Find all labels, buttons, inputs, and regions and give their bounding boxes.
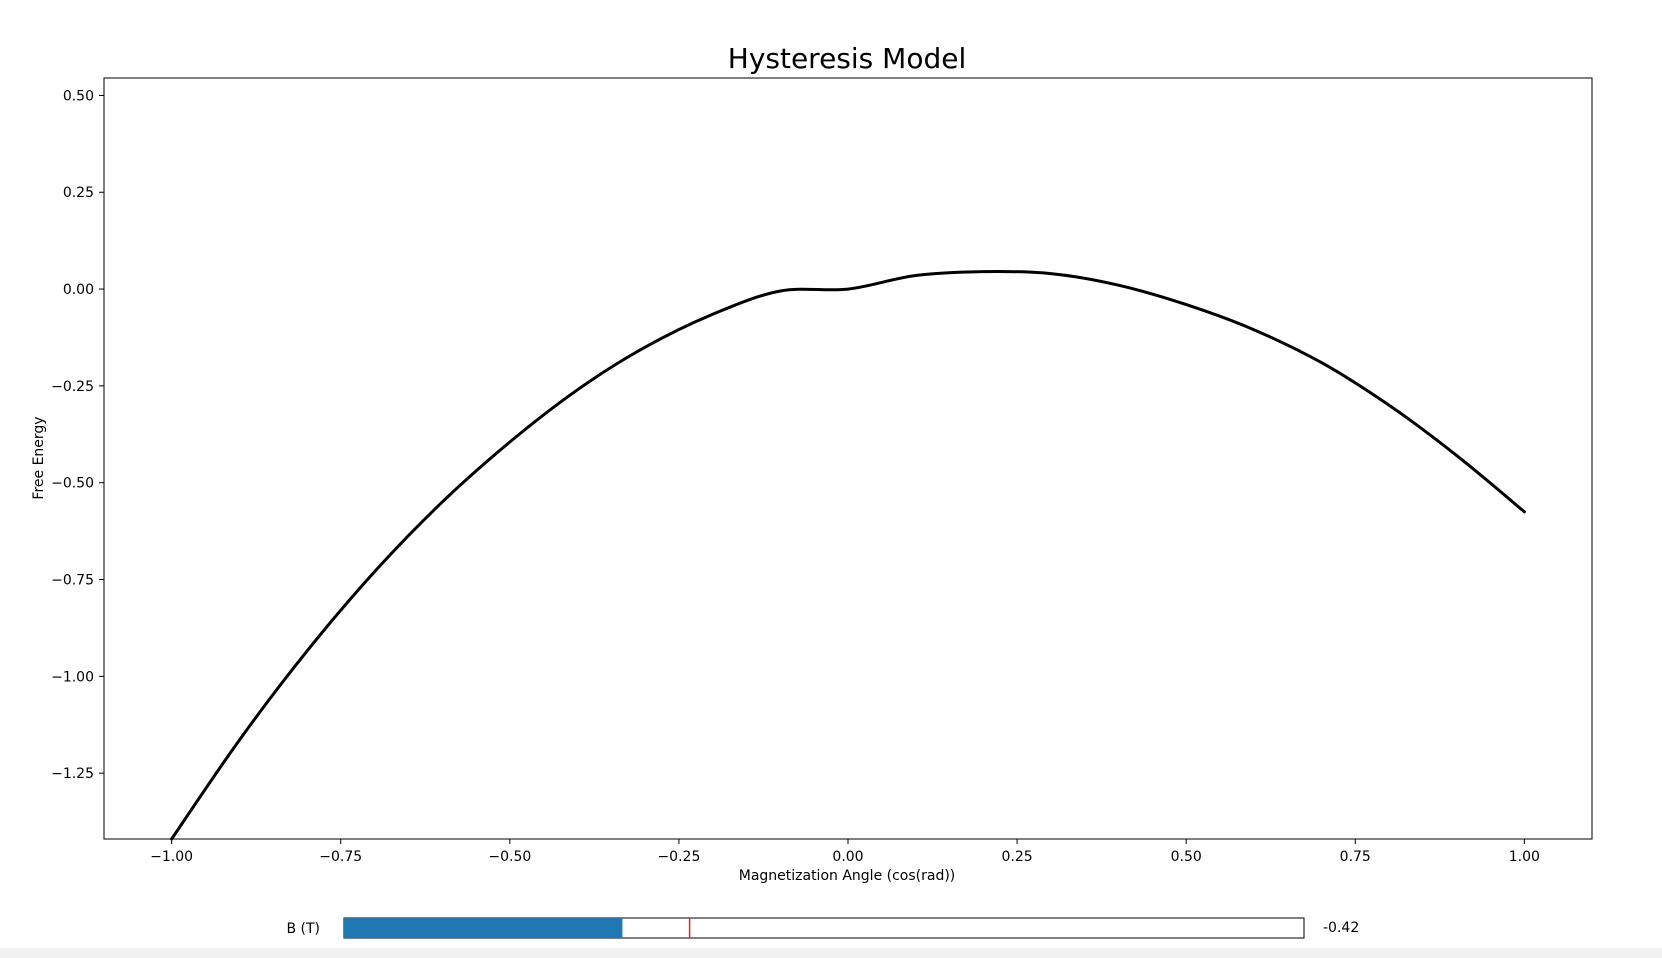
y-tick-label: −0.50	[51, 476, 94, 492]
b-field-slider[interactable]	[343, 917, 1305, 939]
x-tick-label: 1.00	[1509, 849, 1540, 865]
y-axis-label: Free Energy	[31, 416, 47, 499]
slider-label: B (T)	[286, 921, 320, 937]
chart-title: Hysteresis Model	[728, 42, 966, 75]
x-tick-label: −0.50	[488, 849, 531, 865]
x-tick-label: 0.75	[1340, 849, 1371, 865]
y-tick-label: −1.25	[51, 766, 94, 782]
y-tick-label: 0.00	[63, 282, 94, 298]
x-tick-label: −0.75	[319, 849, 362, 865]
x-tick-label: −1.00	[150, 849, 193, 865]
slider-value: -0.42	[1323, 920, 1359, 936]
slider-fill[interactable]	[344, 918, 623, 938]
y-tick-label: −0.25	[51, 379, 94, 395]
y-tick-label: −0.75	[51, 573, 94, 589]
x-tick-label: −0.25	[657, 849, 700, 865]
x-tick-label: 0.25	[1002, 849, 1033, 865]
x-axis: −1.00 −0.75 −0.50 −0.25 0.00 0.25 0.50 0.75 1.00	[150, 839, 1540, 865]
x-axis-label: Magnetization Angle (cos(rad))	[739, 868, 956, 884]
plot-frame	[103, 77, 1593, 840]
y-tick-label: 0.50	[63, 88, 94, 104]
y-axis: 0.50 0.25 0.00 −0.25 −0.50 −0.75 −1.00 −1.25	[51, 88, 104, 782]
y-tick-label: 0.25	[63, 185, 94, 201]
x-tick-label: 0.50	[1171, 849, 1202, 865]
y-tick-label: −1.00	[51, 669, 94, 685]
status-bar	[0, 948, 1662, 958]
x-tick-label: 0.00	[832, 849, 863, 865]
series-line-free-energy	[170, 269, 1526, 841]
